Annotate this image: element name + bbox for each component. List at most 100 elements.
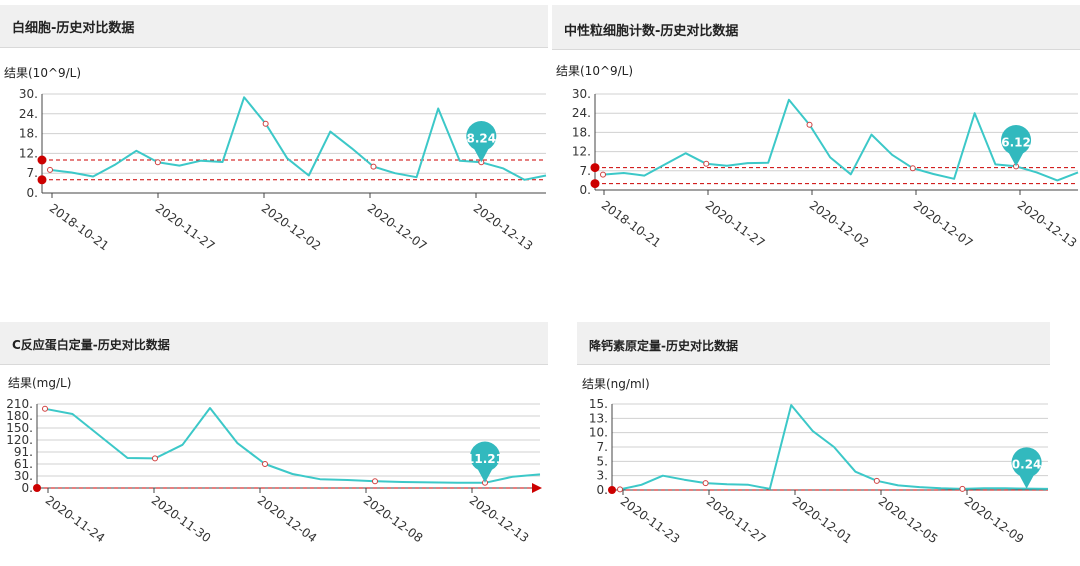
chart-panel-crp: C反应蛋白定量-历史对比数据 结果(mg/L) 210. 180. 150. 120. 9… [0,322,548,566]
panel-title: 白细胞-历史对比数据 [12,21,135,36]
marker-value-label: 6.12 [1001,135,1031,149]
y-tick-label: 7. [27,166,38,180]
x-tick-label: 2020-11-27 [703,198,768,250]
y-tick-label: 61. [14,457,33,471]
y-tick-label: 0. [22,481,33,495]
reference-dot [33,484,41,492]
x-tick-label: 2020-12-01 [790,494,855,546]
marker-value-label: 8.24 [466,131,496,145]
x-tick-label: 2018-10-21 [47,201,112,253]
reference-dot [37,155,47,165]
y-tick-label: 15. [589,397,608,411]
line-chart: 结果(mg/L) 210.180.150.120.91.61.30.0. 2020-… [6,376,542,545]
line-chart: 结果(10^9/L) 30. 24. 18. 12. 7. 0. 2018-10-21 2020… [556,64,1080,250]
data-point [702,480,709,487]
x-tick-label: 2018-10-21 [599,198,664,250]
marker-value-label: 0.24 [1012,458,1042,472]
y-tick-label: 13. [589,411,608,425]
chart-panel-neutrophil: 中性粒细胞计数-历史对比数据 结果(10^9/L) 30. 24. 18. 12. 7. 0… [552,5,1080,267]
data-point [617,486,623,493]
x-tick-label: 2020-11-30 [149,493,214,545]
y-tick-label: 3. [597,469,608,483]
panel-header: 白细胞-历史对比数据 [0,5,548,48]
y-axis-label: 结果(10^9/L) [556,64,633,78]
x-tick-label: 2020-12-07 [911,198,976,250]
y-tick-label: 7. [580,164,591,178]
data-point [42,405,48,412]
y-tick-label: 18. [19,127,38,141]
y-tick-label: 24. [572,106,591,120]
line-chart: 结果(10^9/L) 30. 24. 18. 12. 7. 0. 2018-10-21 2020… [4,66,547,253]
y-tick-label: 120. [6,433,33,447]
y-tick-label: 180. [6,409,33,423]
x-tick-label: 2020-12-02 [807,198,872,250]
y-tick-label: 0. [27,186,38,200]
data-point [909,165,916,172]
marker-value-label: 11.21 [466,452,504,466]
y-tick-label: 210. [6,397,33,411]
data-point [806,121,813,128]
y-tick-label: 0. [597,483,608,497]
x-tick-label: 2020-11-24 [43,493,108,545]
line-chart: 结果(ng/ml) 15.13.10.7.5.3.0. 2020-11-23 2020… [582,377,1049,546]
x-tick-label: 2020-12-04 [255,493,320,545]
panel-header: 中性粒细胞计数-历史对比数据 [552,5,1080,50]
data-point [372,478,378,485]
data-point [152,455,158,462]
marker-pin [466,121,497,163]
y-tick-label: 0. [580,183,591,197]
value-marker: 6.12 [1001,125,1032,167]
chart-panel-pct: 降钙素原定量-历史对比数据 结果(ng/ml) 15. 13. 10. 7. 5. 3. 0.… [577,322,1050,566]
y-tick-label: 24. [19,107,38,121]
y-tick-label: 30. [19,87,38,101]
x-tick-label: 2020-12-07 [365,201,430,253]
y-tick-label: 18. [572,125,591,139]
series-line [49,96,547,181]
x-tick-label: 2020-11-23 [618,494,683,546]
y-tick-label: 5. [597,454,608,468]
y-axis-label: 结果(mg/L) [8,376,71,390]
series-line [44,407,541,484]
value-marker: 0.24 [1011,447,1042,489]
data-point [47,166,53,173]
x-tick-label: 2020-12-13 [471,201,536,253]
y-axis-label: 结果(ng/ml) [582,377,650,391]
y-tick-label: 91. [14,445,33,459]
data-point [262,461,268,467]
x-tick-label: 2020-12-09 [962,494,1027,546]
reference-dot [37,175,47,185]
x-tick-label: 2020-12-08 [361,493,426,545]
marker-pin [470,441,501,483]
y-tick-label: 10. [589,426,608,440]
data-point [262,120,269,127]
series-line [619,404,1049,491]
data-point [703,160,710,167]
data-point [959,485,966,492]
reference-dot [590,163,600,173]
y-axis-label: 结果(10^9/L) [4,66,81,80]
panel-title: 降钙素原定量-历史对比数据 [589,339,738,353]
panel-title: C反应蛋白定量-历史对比数据 [12,338,170,352]
data-point [370,163,377,170]
reference-dot [608,486,616,494]
x-tick-label: 2020-11-27 [704,494,769,546]
data-point [600,171,606,178]
reference-dot [590,179,600,189]
marker-pin [1011,447,1042,489]
x-tick-label: 2020-12-05 [876,494,941,546]
series-line [602,98,1079,182]
y-tick-label: 12. [572,145,591,159]
x-tick-label: 2020-12-13 [467,493,532,545]
y-tick-label: 7. [597,440,608,454]
y-tick-label: 30. [572,87,591,101]
x-tick-label: 2020-11-27 [153,201,218,253]
data-point [154,159,161,166]
panel-header: C反应蛋白定量-历史对比数据 [0,322,548,365]
chart-panel-wbc: 白细胞-历史对比数据 结果(10^9/L) 30. 24. 18. 12. 7. 0. 201… [0,5,548,267]
x-tick-label: 2020-12-13 [1015,198,1080,250]
data-point [873,477,880,484]
value-marker: 8.24 [466,121,497,163]
y-tick-label: 30. [14,469,33,483]
value-marker: 11.21 [466,441,504,483]
panel-title: 中性粒细胞计数-历史对比数据 [564,24,739,39]
